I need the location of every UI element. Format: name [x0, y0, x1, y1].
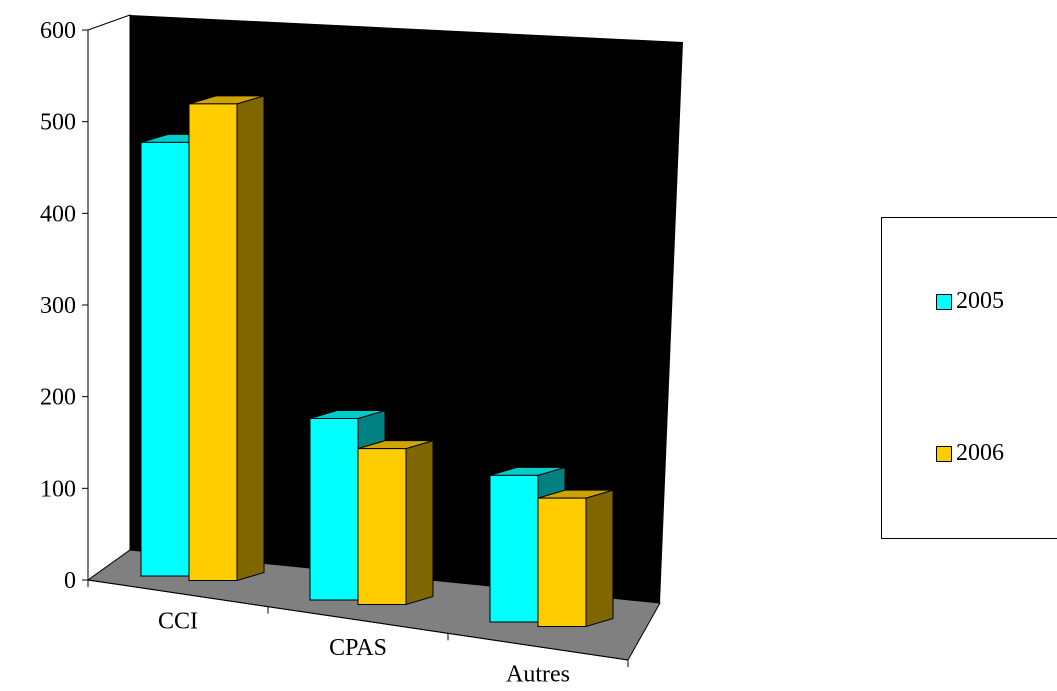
y-tick-label: 200 — [40, 385, 76, 411]
chart-annotation: I — [179, 104, 187, 130]
legend-swatch-2006 — [936, 445, 952, 462]
x-category-label: CPAS — [329, 635, 387, 661]
bar-2005-cpas — [309, 418, 359, 601]
bar-side-2006-cci — [236, 95, 265, 582]
chart-side-wall — [87, 14, 131, 581]
legend-swatch-2005 — [936, 293, 952, 310]
legend-item-2005: 2005 — [936, 288, 1004, 315]
bar-2006-autres — [537, 497, 587, 627]
y-tick-label: 400 — [40, 201, 76, 227]
bar-2005-cci — [140, 141, 190, 577]
y-tick-label: 600 — [40, 18, 76, 44]
legend: 2005 2006 — [881, 217, 1057, 539]
bar-side-2006-autres — [585, 489, 614, 628]
y-tick-label: 500 — [40, 110, 76, 136]
legend-label-2006: 2006 — [956, 440, 1004, 466]
y-tick-label: 100 — [40, 476, 76, 502]
chart-back-wall — [130, 15, 683, 603]
bar-2006-cpas — [357, 448, 407, 605]
legend-item-2006: 2006 — [936, 440, 1004, 467]
y-tick-label: 300 — [40, 293, 76, 319]
y-tick-label: 0 — [64, 568, 76, 594]
bar-2006-cci — [188, 103, 238, 581]
x-axis — [87, 579, 629, 661]
x-category-label: Autres — [506, 662, 570, 688]
x-category-label: CCI — [158, 608, 198, 634]
bar-2005-autres — [489, 474, 539, 623]
legend-label-2005: 2005 — [956, 288, 1004, 314]
bar-side-2006-cpas — [405, 439, 434, 606]
